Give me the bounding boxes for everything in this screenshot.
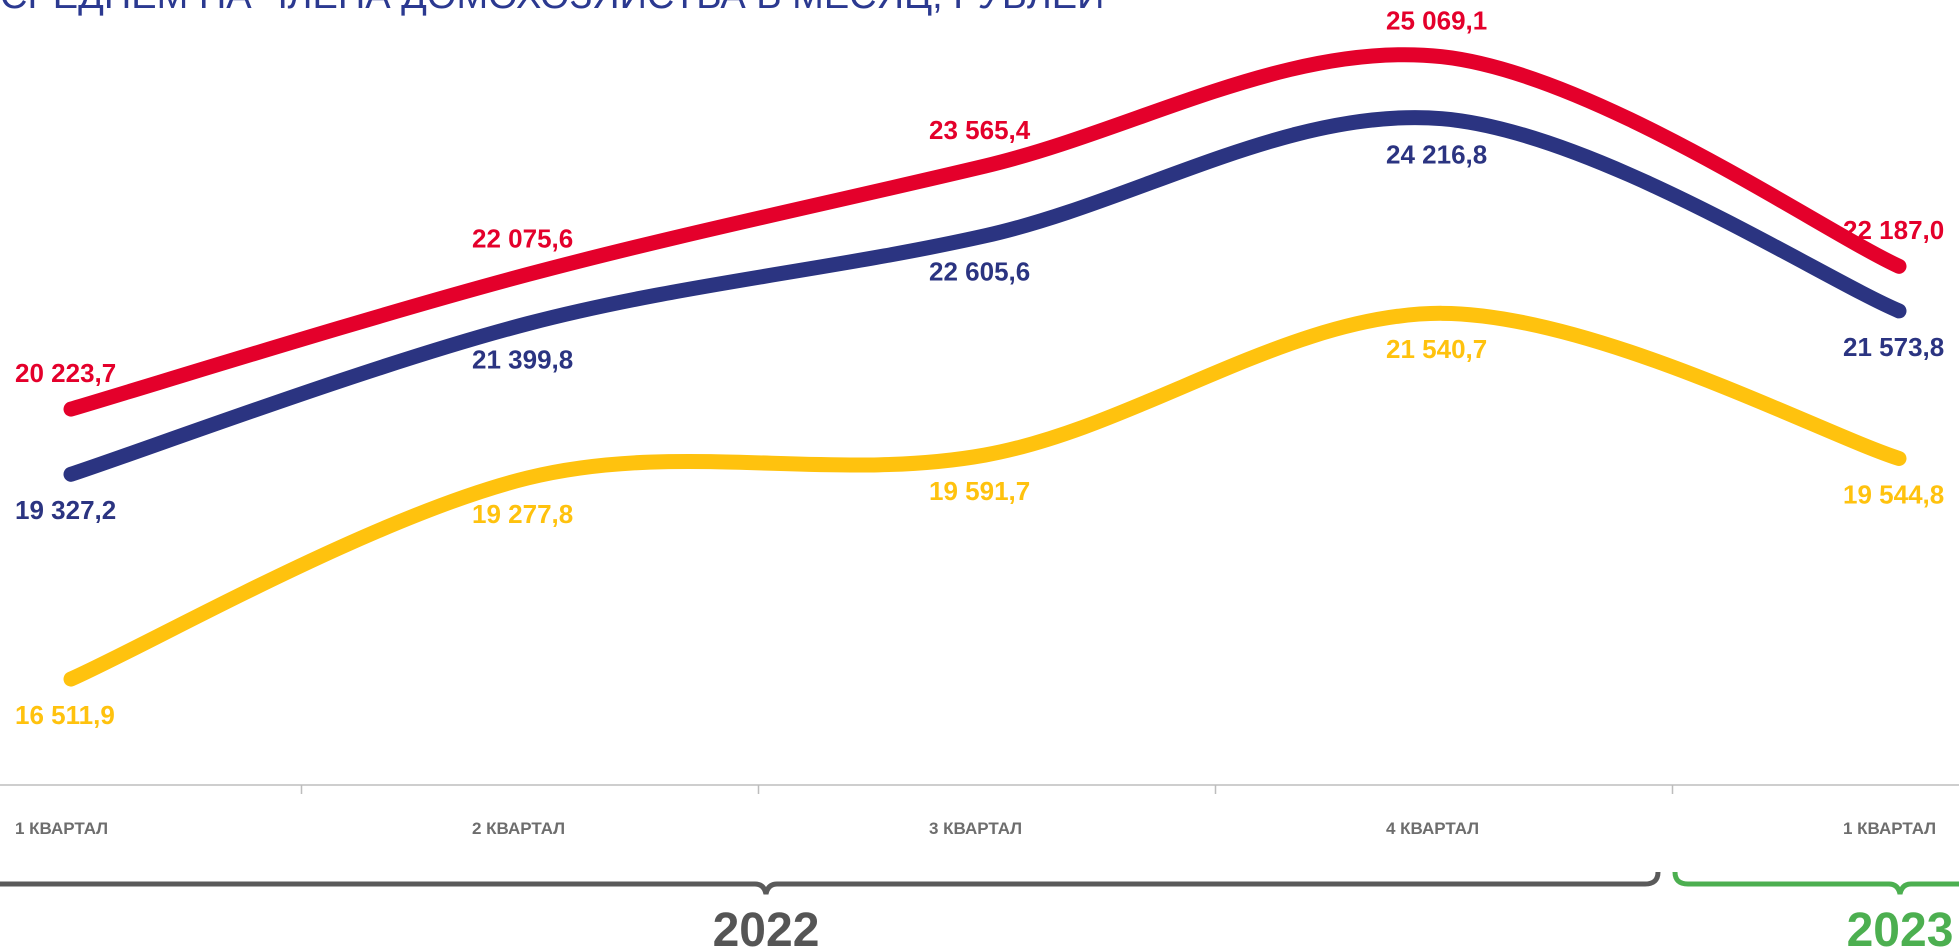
data-label: 21 399,8	[472, 344, 573, 374]
year-bracket	[0, 871, 1661, 895]
data-label: 25 069,1	[1386, 6, 1487, 36]
year-label: 2022	[713, 904, 820, 950]
data-label: 21 573,8	[1843, 332, 1944, 362]
series-line	[63, 110, 1907, 482]
data-label: 21 540,7	[1386, 334, 1487, 364]
data-label: 19 327,2	[15, 495, 116, 525]
data-label: 24 216,8	[1386, 140, 1487, 170]
x-tick-label: 2 КВАРТАЛ	[472, 819, 565, 838]
data-label: 23 565,4	[929, 115, 1031, 145]
x-tick-label: 1 КВАРТАЛ	[15, 819, 108, 838]
data-label: 16 511,9	[15, 700, 115, 730]
x-tick-label: 3 КВАРТАЛ	[929, 819, 1022, 838]
data-label: 20 223,7	[15, 358, 116, 388]
year-label: 2023	[1847, 904, 1954, 950]
chart-title: СРЕДНЕМ НА ЧЛЕНА ДОМОХОЗЯЙСТВА В МЕСЯЦ, …	[0, 0, 1104, 17]
data-label: 22 605,6	[929, 257, 1030, 287]
series-line	[63, 47, 1907, 417]
x-tick-label: 1 КВАРТАЛ	[1843, 819, 1936, 838]
data-label: 22 187,0	[1843, 215, 1944, 245]
year-bracket	[1672, 871, 1959, 895]
data-label: 19 277,8	[472, 499, 573, 529]
data-label: 19 544,8	[1843, 479, 1944, 509]
data-label: 19 591,7	[929, 476, 1030, 506]
series-line	[63, 305, 1907, 687]
data-label: 22 075,6	[472, 223, 573, 253]
x-tick-label: 4 КВАРТАЛ	[1386, 819, 1479, 838]
